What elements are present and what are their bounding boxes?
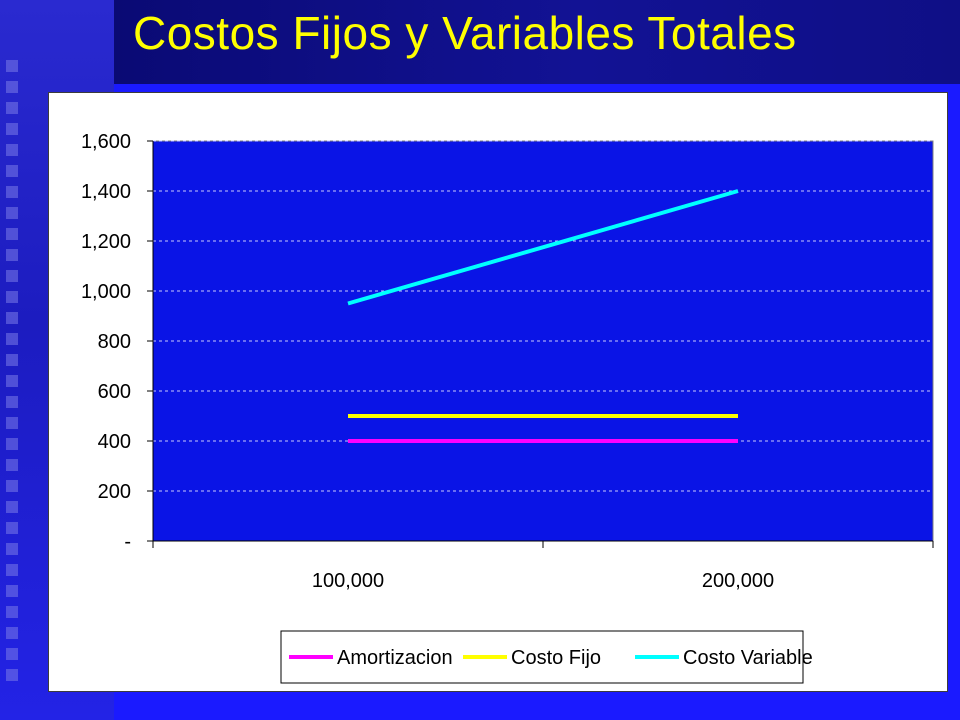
decorative-square [6,375,18,387]
y-tick-label: 400 [98,431,131,453]
legend-label: Costo Fijo [511,647,601,669]
chart-container: - 200 400 600 800 1,000 1,200 1,400 1,600 100,000… [48,92,948,692]
decorative-square [6,312,18,324]
decorative-square [6,564,18,576]
decorative-square [6,144,18,156]
y-tick-label: - [124,531,131,553]
slide-title: Costos Fijos y Variables Totales [133,7,797,59]
decorative-square [6,165,18,177]
y-tick-label: 200 [98,481,131,503]
line-chart: - 200 400 600 800 1,000 1,200 1,400 1,600 100,000… [81,131,934,684]
legend-box [280,630,804,684]
series-line-costo-variable [347,189,739,306]
decorative-square [6,501,18,513]
decorative-square [6,123,18,135]
decorative-square [6,480,18,492]
decorative-square [6,333,18,345]
decorative-square-column [6,60,26,690]
decorative-square [6,438,18,450]
decorative-square [6,396,18,408]
decorative-square [6,417,18,429]
decorative-square [6,81,18,93]
x-tick-label: 100,000 [312,570,384,592]
decorative-square [6,522,18,534]
decorative-square [6,228,18,240]
decorative-square [6,459,18,471]
decorative-square [6,606,18,618]
decorative-square [6,648,18,660]
slide-title-band [114,0,960,84]
decorative-square [6,543,18,555]
decorative-square [6,60,18,72]
decorative-square [6,249,18,261]
decorative-square [6,207,18,219]
y-tick-label: 800 [98,331,131,353]
decorative-square [6,627,18,639]
decorative-square [6,270,18,282]
decorative-square [6,291,18,303]
decorative-square [6,585,18,597]
decorative-square [6,669,18,681]
decorative-square [6,186,18,198]
decorative-square [6,354,18,366]
y-tick-label: 1,000 [81,281,131,303]
decorative-square [6,102,18,114]
x-tick-label: 200,000 [702,570,774,592]
y-tick-label: 600 [98,381,131,403]
y-tick-label: 1,400 [81,181,131,203]
legend-label: Amortizacion [337,647,453,669]
y-tick-label: 1,200 [81,231,131,253]
y-tick-label: 1,600 [81,131,131,153]
legend-label: Costo Variable [683,647,813,669]
